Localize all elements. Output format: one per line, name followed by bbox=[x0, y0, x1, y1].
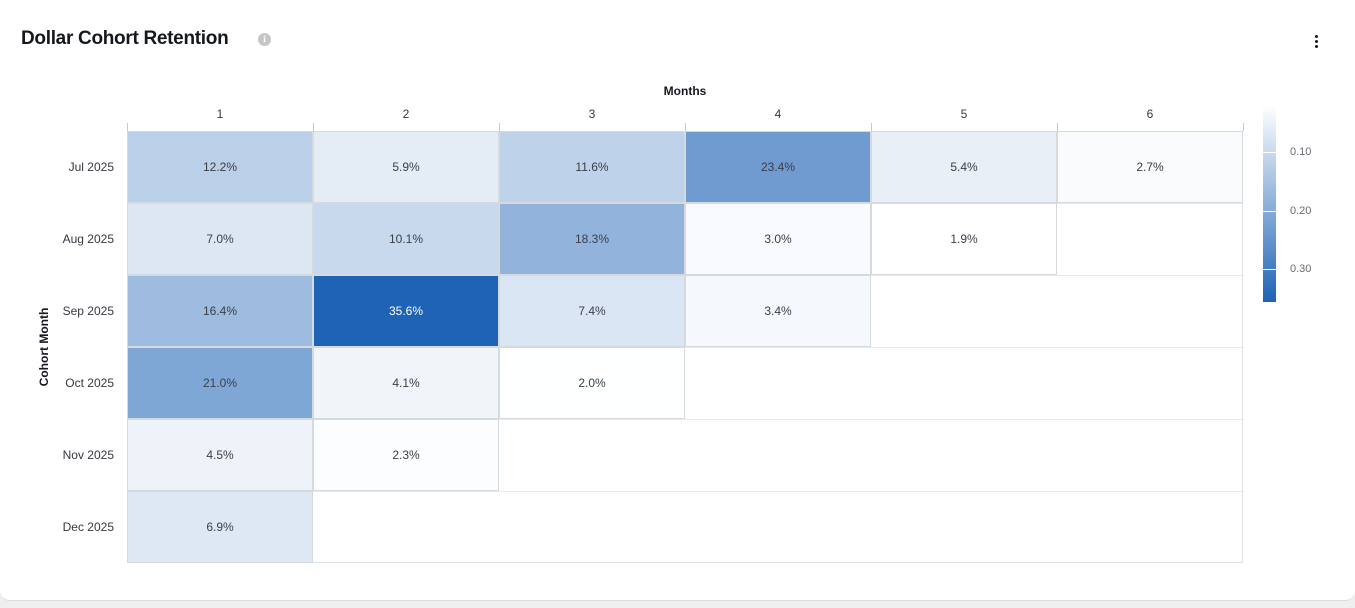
x-axis-tick bbox=[685, 123, 686, 131]
heatmap-cell-aug-2025-m1[interactable]: 7.0% bbox=[127, 203, 313, 275]
info-icon[interactable]: i bbox=[258, 33, 271, 46]
heatmap-cell-nov-2025-m2[interactable]: 2.3% bbox=[313, 419, 499, 491]
heatmap-cell-oct-2025-m2[interactable]: 4.1% bbox=[313, 347, 499, 419]
x-axis-tick bbox=[1057, 123, 1058, 131]
y-tick-label-sep-2025: Sep 2025 bbox=[62, 304, 114, 318]
x-tick-label-6: 6 bbox=[1146, 107, 1154, 121]
heatmap-cell-aug-2025-m2[interactable]: 10.1% bbox=[313, 203, 499, 275]
heatmap-cell-oct-2025-m3[interactable]: 2.0% bbox=[499, 347, 685, 419]
x-tick-label-2: 2 bbox=[402, 107, 410, 121]
y-tick-label-nov-2025: Nov 2025 bbox=[62, 448, 114, 462]
chart-title: Dollar Cohort Retention bbox=[21, 28, 229, 49]
colorbar-tick bbox=[1263, 210, 1276, 212]
x-tick-label-1: 1 bbox=[216, 107, 224, 121]
heatmap-cell-sep-2025-m3[interactable]: 7.4% bbox=[499, 275, 685, 347]
heatmap-cell-oct-2025-m1[interactable]: 21.0% bbox=[127, 347, 313, 419]
kebab-menu-icon[interactable] bbox=[1308, 32, 1324, 50]
heatmap-cell-nov-2025-m1[interactable]: 4.5% bbox=[127, 419, 313, 491]
x-axis-title: Months bbox=[663, 84, 707, 98]
heatmap-cell-sep-2025-m4[interactable]: 3.4% bbox=[685, 275, 871, 347]
x-tick-label-3: 3 bbox=[588, 107, 596, 121]
colorbar-label-0.20: 0.20 bbox=[1290, 204, 1312, 217]
colorbar-tick bbox=[1263, 152, 1276, 154]
heatmap-cell-jul-2025-m6[interactable]: 2.7% bbox=[1057, 131, 1243, 203]
y-tick-label-oct-2025: Oct 2025 bbox=[65, 376, 114, 390]
heatmap-cell-dec-2025-m1[interactable]: 6.9% bbox=[127, 491, 313, 563]
y-tick-label-jul-2025: Jul 2025 bbox=[68, 160, 114, 174]
colorbar-label-0.30: 0.30 bbox=[1290, 263, 1312, 276]
heatmap-cell-jul-2025-m2[interactable]: 5.9% bbox=[313, 131, 499, 203]
heatmap-cell-jul-2025-m1[interactable]: 12.2% bbox=[127, 131, 313, 203]
row-gridline bbox=[128, 347, 1244, 348]
heatmap-cell-sep-2025-m1[interactable]: 16.4% bbox=[127, 275, 313, 347]
x-axis-tick bbox=[1243, 123, 1244, 131]
heatmap-cell-aug-2025-m5[interactable]: 1.9% bbox=[871, 203, 1057, 275]
x-axis-tick bbox=[499, 123, 500, 131]
y-tick-label-dec-2025: Dec 2025 bbox=[62, 520, 114, 534]
x-tick-label-4: 4 bbox=[774, 107, 782, 121]
x-axis-tick bbox=[127, 123, 128, 131]
heatmap-cell-aug-2025-m3[interactable]: 18.3% bbox=[499, 203, 685, 275]
heatmap-plot-area: 12.2% 5.9% 11.6% 23.4% 5.4% 2.7% 7.0% 10.1% 18.3… bbox=[127, 131, 1244, 563]
x-tick-label-5: 5 bbox=[960, 107, 968, 121]
heatmap-cell-sep-2025-m2[interactable]: 35.6% bbox=[313, 275, 499, 347]
row-gridline bbox=[128, 491, 1244, 492]
heatmap-cell-jul-2025-m4[interactable]: 23.4% bbox=[685, 131, 871, 203]
row-gridline bbox=[128, 419, 1244, 420]
x-axis-tick bbox=[871, 123, 872, 131]
colorbar-tick bbox=[1263, 269, 1276, 271]
y-tick-label-aug-2025: Aug 2025 bbox=[62, 232, 114, 246]
heatmap-cell-jul-2025-m5[interactable]: 5.4% bbox=[871, 131, 1057, 203]
colorbar-gradient bbox=[1263, 105, 1276, 302]
x-axis-tick bbox=[313, 123, 314, 131]
heatmap-cell-aug-2025-m4[interactable]: 3.0% bbox=[685, 203, 871, 275]
heatmap-cell-jul-2025-m3[interactable]: 11.6% bbox=[499, 131, 685, 203]
colorbar-label-0.10: 0.10 bbox=[1290, 146, 1312, 159]
